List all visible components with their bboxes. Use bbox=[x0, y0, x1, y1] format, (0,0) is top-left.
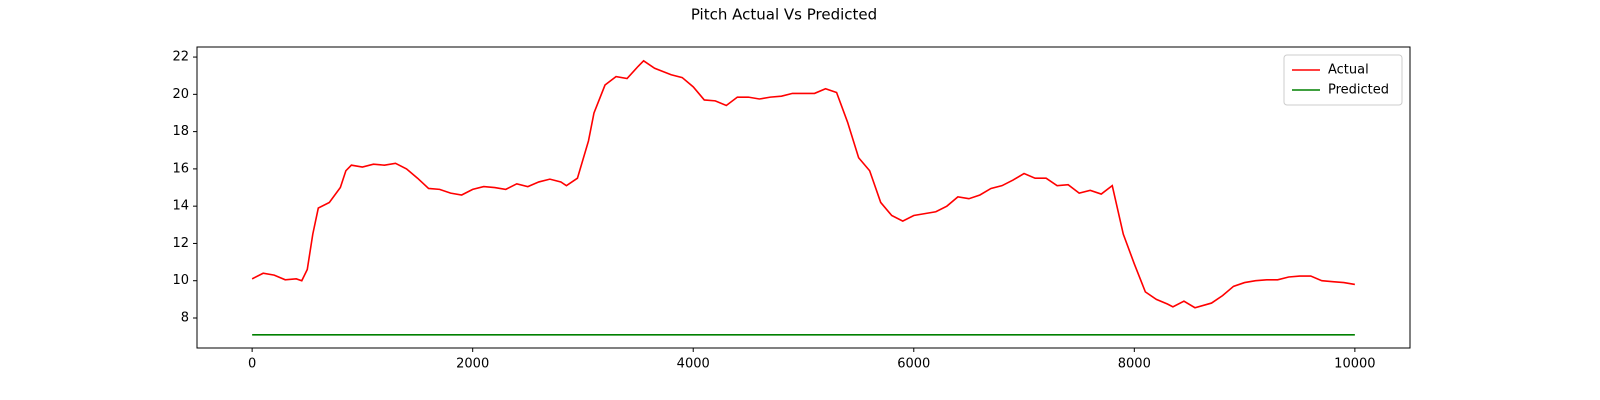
x-tick-label: 2000 bbox=[456, 357, 489, 372]
x-tick-label: 8000 bbox=[1118, 357, 1151, 372]
y-tick-label: 10 bbox=[172, 273, 189, 288]
y-tick-label: 8 bbox=[181, 310, 189, 325]
y-tick-label: 16 bbox=[172, 161, 189, 176]
plot-frame bbox=[196, 46, 1411, 349]
y-tick-label: 12 bbox=[172, 236, 189, 251]
chart-title: Pitch Actual Vs Predicted bbox=[691, 6, 877, 24]
legend-label: Predicted bbox=[1328, 83, 1389, 98]
line-series bbox=[251, 59, 1355, 309]
x-tick-label: 6000 bbox=[897, 357, 930, 372]
x-tick-label: 10000 bbox=[1334, 357, 1375, 372]
x-tick-label: 0 bbox=[248, 357, 256, 372]
y-tick-label: 18 bbox=[172, 124, 189, 139]
legend-box bbox=[1283, 54, 1403, 106]
y-tick-label: 20 bbox=[172, 87, 189, 102]
x-tick-label: 4000 bbox=[677, 357, 710, 372]
legend-label: Actual bbox=[1328, 63, 1369, 78]
y-tick-label: 22 bbox=[172, 50, 189, 65]
y-tick-label: 14 bbox=[172, 199, 189, 214]
